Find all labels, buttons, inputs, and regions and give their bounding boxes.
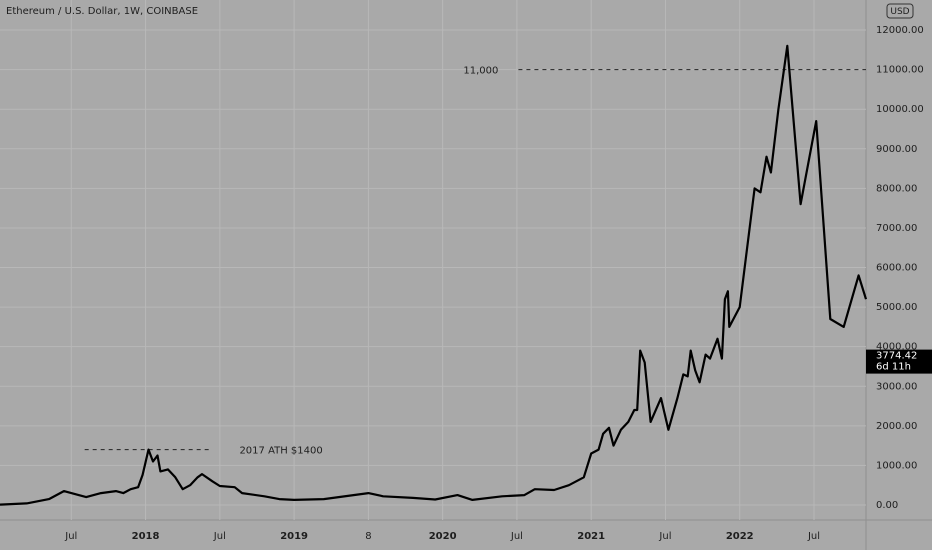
x-tick-label: Jul [64, 531, 77, 542]
x-tick-label: 2021 [577, 531, 605, 542]
x-tick-label: Jul [807, 531, 820, 542]
price-line [0, 44, 868, 506]
price-tag-countdown: 6d 11h [876, 362, 911, 373]
chart-title: Ethereum / U.S. Dollar, 1W, COINBASE [6, 6, 198, 17]
y-tick-label: 12000.00 [876, 25, 924, 36]
currency-badge[interactable] [886, 3, 914, 19]
x-tick-label: 2018 [132, 531, 160, 542]
x-tick-label: 2022 [726, 531, 754, 542]
price-tag-value: 3774.42 [876, 351, 917, 362]
y-tick-label: 3000.00 [876, 381, 917, 392]
x-tick-label: 8 [365, 531, 371, 542]
y-tick-label: 5000.00 [876, 302, 917, 313]
price-tag [866, 349, 932, 374]
y-tick-label: 2000.00 [876, 421, 917, 432]
y-tick-label: 7000.00 [876, 223, 917, 234]
y-tick-label: 1000.00 [876, 460, 917, 471]
y-tick-label: 0.00 [876, 500, 898, 511]
y-tick-label: 9000.00 [876, 144, 917, 155]
x-tick-label: 2020 [429, 531, 457, 542]
x-tick-label: Jul [510, 531, 523, 542]
x-tick-label: 2019 [280, 531, 308, 542]
y-tick-label: 10000.00 [876, 104, 924, 115]
y-tick-label: 8000.00 [876, 183, 917, 194]
y-tick-label: 6000.00 [876, 263, 917, 274]
plot [0, 44, 868, 506]
x-tick-label: Jul [213, 531, 226, 542]
currency: USD [890, 7, 909, 17]
y-tick-label: 11000.00 [876, 65, 924, 76]
annotation-label: 11,000 [463, 66, 498, 77]
annotation-label: 2017 ATH $1400 [239, 446, 322, 457]
y-tick-label: 4000.00 [876, 342, 917, 353]
x-tick-label: Jul [658, 531, 671, 542]
